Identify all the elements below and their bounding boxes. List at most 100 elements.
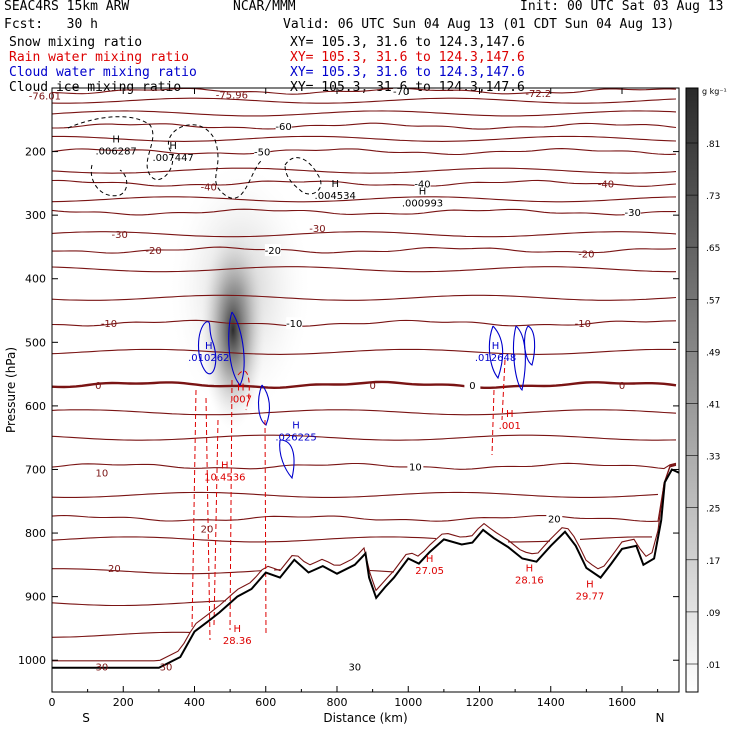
maximum-marker: H [426,554,434,565]
cloud-water-contour [488,325,504,380]
x-tick-label: 400 [184,696,205,709]
isotherm-line [508,540,551,543]
init-time: Init: 00 UTC Sat 03 Aug 13 [520,0,724,14]
contour-value-label: 10 [96,469,109,480]
contour-value-label: 0 [619,381,625,392]
terrain-surface [52,468,679,669]
isotherm-label: -50 [254,148,270,159]
cloud-ice-contour [90,164,128,197]
colorbar-tick-label: .17 [706,557,720,567]
contour-value-label: 20 [201,525,214,536]
isotherm-label-bg [346,660,363,673]
y-tick-label: 600 [25,400,46,413]
isotherm-label-bg [264,244,281,257]
maximum-marker: H [233,624,241,635]
colorbar-tick-label: .09 [706,609,721,619]
field-label-rain: Rain water mixing ratio [9,50,190,65]
cloud-water-contour [228,311,245,386]
contour-value-label: -10 [575,319,591,330]
isotherm-line [52,294,677,301]
isotherm-line [579,536,652,540]
y-tick-label: 800 [25,527,46,540]
rain-contour [264,419,267,636]
isotherm-line [52,348,676,355]
y-tick-label: 200 [25,146,46,159]
x-tick-label: 1400 [537,696,565,709]
contour-value-label: -10 [101,319,117,330]
cloud-ice-contour [284,157,322,195]
plot-area: -70 -60 -50 -40 -30 -20 -10 0 10 20 30 [52,88,679,674]
isotherm-label: -10 [286,319,302,330]
maximum-value-label: .000993 [402,199,443,210]
cloud-water-contour [257,384,271,426]
isotherm-line [52,491,659,498]
isotherm-label: 10 [409,462,422,473]
isotherm-label-bg [407,460,424,473]
isotherm-label-bg [624,205,641,218]
isotherm-label: 30 [348,663,361,674]
contour-value-label: -75.96 [216,90,248,101]
x-axis-title: Distance (km) [323,711,407,725]
isotherm--30 [52,208,676,216]
isotherm-line [52,97,677,104]
isotherm-20 [52,464,677,522]
contour-value-label: -72.2 [525,89,551,100]
maximum-marker: H [492,341,500,352]
x-tick-label: 0 [49,696,56,709]
isotherm-line [52,631,191,638]
isotherm-label-bg [275,120,292,133]
rain-contour [501,359,506,421]
contour-value-label: 30 [96,663,109,674]
isotherm--60 [52,122,677,130]
center-title: NCAR/MMM [233,0,296,14]
x-tick-label: 1200 [466,696,494,709]
x-tick-label: 1000 [394,696,422,709]
maximum-marker: H [169,141,177,152]
colorbar-unit-label: g kg⁻¹ [702,87,727,96]
maximum-value-label: .004534 [315,191,356,202]
maximum-marker: H [205,341,213,352]
isotherm-line [52,110,677,117]
contour-value-label: 30 [160,663,173,674]
valid-time: Valid: 06 UTC Sun 04 Aug 13 (01 CDT Sun … [283,17,675,32]
isotherm-label: -40 [414,179,430,190]
isotherm-label-bg [464,378,481,391]
isotherm-label-bg [254,145,271,158]
cloud-water-contour [523,325,536,366]
field-label-cloud-water: Cloud water mixing ratio [9,65,197,80]
rain-contour [213,419,219,626]
south-end-label: S [82,711,90,725]
contour-value-label: -40 [201,183,217,194]
maximum-marker: H [221,461,229,472]
colorbar-tick-label: .33 [706,453,720,463]
isotherm-label-bg [414,177,431,190]
colorbar-tick-label: .73 [706,192,720,202]
isotherm-line [52,434,677,441]
isotherm-label: -60 [275,122,291,133]
cloud-water-contour [513,325,526,392]
colorbar-tick-label: .49 [706,348,721,358]
maximum-value-label: .007447 [152,153,193,164]
maximum-value-label: .006287 [95,147,136,158]
rain-contour [191,389,197,631]
isotherm-line [52,266,676,273]
isotherm-label: -30 [625,208,641,219]
x-tick-label: 200 [113,696,134,709]
isotherm-0 [52,380,677,390]
field-xy-snow: XY= 105.3, 31.6 to 124.3,147.6 [290,35,525,50]
colorbar-tick-label: .41 [706,401,720,411]
colorbar-tick-label: .25 [706,505,720,515]
colorbar-tick-label: .81 [706,140,720,150]
isotherm-line [52,167,677,174]
rain-contour [237,370,250,411]
rain-contour [229,379,233,631]
maximum-marker: H [112,135,120,146]
x-tick-label: 600 [255,696,276,709]
isotherm-label-bg [286,317,303,330]
isotherm-30 [52,463,677,662]
model-title: SEAC4RS 15km ARW [4,0,130,14]
isotherm-10 [52,462,677,470]
field-label-snow: Snow mixing ratio [9,35,143,50]
